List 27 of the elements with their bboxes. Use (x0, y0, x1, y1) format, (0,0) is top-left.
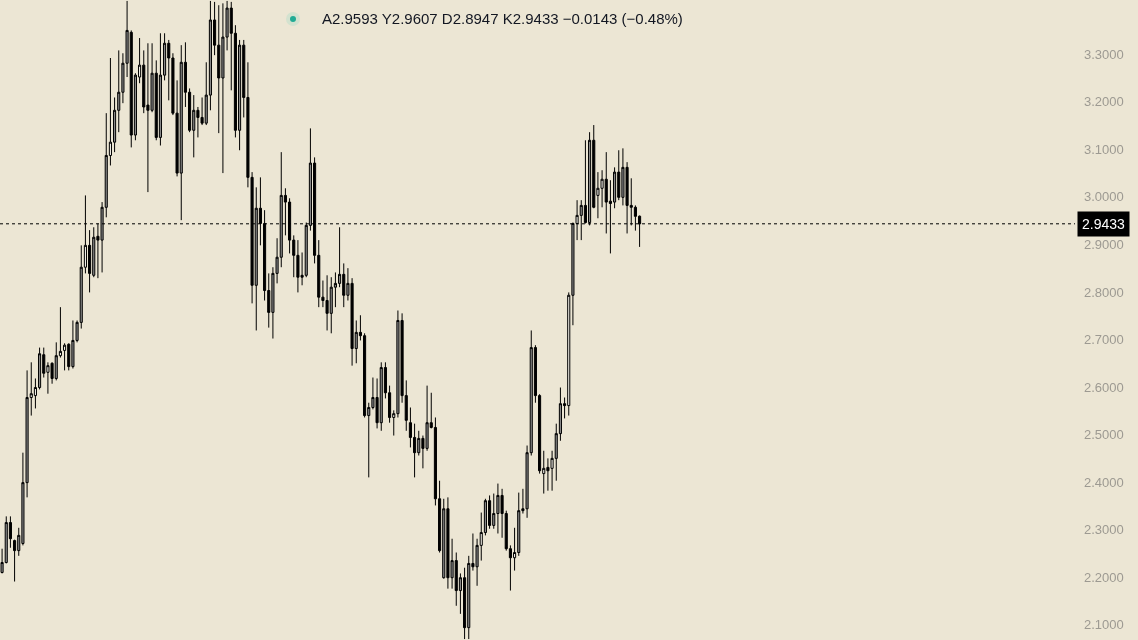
ref-line-label: 2.9433 (1082, 216, 1126, 232)
candlestick (496, 483, 500, 534)
candlestick (221, 2, 225, 174)
candlestick (146, 42, 150, 193)
y-tick-label: 2.5000 (1084, 427, 1124, 443)
y-tick-label: 2.9000 (1084, 236, 1124, 252)
y-tick-label: 3.0000 (1084, 189, 1124, 205)
y-tick-label: 3.2000 (1084, 94, 1124, 110)
candlestick (179, 44, 183, 221)
y-tick-label: 2.3000 (1084, 522, 1124, 538)
candlestick (63, 342, 67, 371)
y-tick-label: 2.2000 (1084, 569, 1124, 585)
y-tick-label: 3.3000 (1084, 46, 1124, 62)
candlestick (158, 32, 162, 146)
y-tick-label: 2.6000 (1084, 379, 1124, 395)
y-tick-label: 3.1000 (1084, 141, 1124, 157)
candlestick (296, 239, 300, 293)
candlestick (379, 361, 383, 432)
y-tick-label: 2.8000 (1084, 284, 1124, 300)
y-tick-label: 2.7000 (1084, 332, 1124, 348)
candlestick (71, 319, 75, 369)
y-tick-label: 2.4000 (1084, 474, 1124, 490)
y-tick-label: 2.1000 (1084, 617, 1124, 633)
candlestick (446, 496, 450, 590)
candlestick (325, 274, 329, 331)
candlestick (329, 276, 333, 334)
annotation: A2.9593 Y2.9607 D2.8947 K2.9433 −0.0143 (−0.48%) (322, 10, 683, 27)
